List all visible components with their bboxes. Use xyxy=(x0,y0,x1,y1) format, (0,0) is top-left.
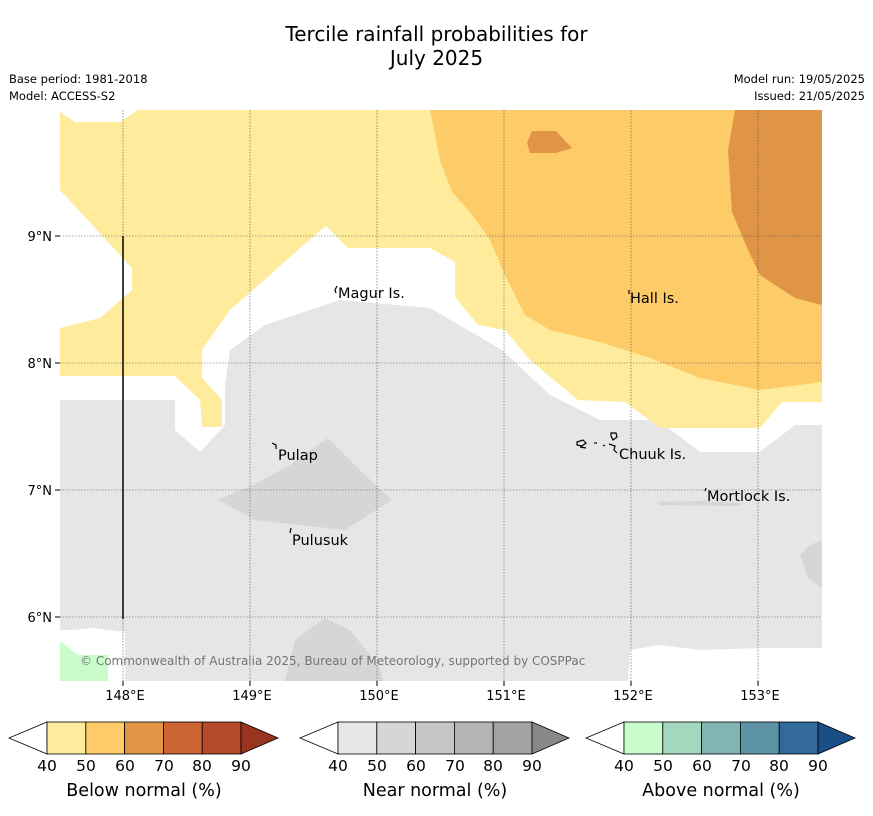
colorbar-swatch xyxy=(162,721,203,755)
lat-label-8n: 8°N xyxy=(28,357,53,372)
colorbar-tick: 90 xyxy=(808,757,828,775)
colorbar-near-swatches xyxy=(298,721,571,755)
above-normal-40-region xyxy=(60,641,108,681)
colorbar-swatch xyxy=(201,721,242,755)
place-label-pulusuk: Pulusuk xyxy=(292,533,349,549)
near-normal-50-patch-south xyxy=(285,618,383,681)
pulap-island-mark xyxy=(271,442,277,449)
colorbar-swatch xyxy=(623,721,664,755)
colorbar-below-ticks: 40 50 60 70 80 90 xyxy=(8,757,280,777)
colorbar-extend-high xyxy=(531,721,571,755)
meta-right: Model run: 19/05/2025 Issued: 21/05/2025 xyxy=(734,71,865,105)
colorbar-near-ticks: 40 50 60 70 80 90 xyxy=(299,757,571,777)
colorbar-tick: 60 xyxy=(115,757,135,775)
below-normal-50-region xyxy=(430,110,822,390)
lat-label-9n: 9°N xyxy=(28,230,53,245)
map-fills xyxy=(60,110,822,681)
colorbar-swatch xyxy=(739,721,780,755)
near-normal-50-patch-pulap xyxy=(218,438,392,530)
colorbar-above-label: Above normal (%) xyxy=(642,781,800,801)
model-name: Model: ACCESS-S2 xyxy=(9,89,116,103)
lat-label-7n: 7°N xyxy=(28,484,53,499)
lon-label-153: 153°E xyxy=(740,689,780,704)
lon-label-152: 152°E xyxy=(613,689,653,704)
below-normal-60-region xyxy=(728,110,822,305)
colorbar-extend-high xyxy=(817,721,857,755)
colorbar-swatch xyxy=(453,721,494,755)
colorbar-extend-low xyxy=(584,721,625,755)
colorbar-tick: 60 xyxy=(692,757,712,775)
colorbar-extend-low xyxy=(298,721,339,755)
colorbar-below-label: Below normal (%) xyxy=(66,781,222,801)
colorbar-near-normal: 40 50 60 70 80 90 Near normal (%) xyxy=(298,720,571,816)
no-signal-gap-bottom-right xyxy=(628,645,822,681)
copyright-note: © Commonwealth of Australia 2025, Bureau… xyxy=(80,654,585,668)
colorbar-tick: 80 xyxy=(192,757,212,775)
colorbar-swatch xyxy=(376,721,417,755)
place-label-pulap: Pulap xyxy=(278,448,318,464)
colorbar-tick: 60 xyxy=(406,757,426,775)
colorbar-tick: 40 xyxy=(328,757,348,775)
colorbar-below-swatches xyxy=(7,721,280,755)
colorbar-tick: 70 xyxy=(154,757,174,775)
near-normal-sliver xyxy=(656,501,745,506)
colorbar-tick: 40 xyxy=(37,757,57,775)
colorbar-tick: 40 xyxy=(614,757,634,775)
colorbar-near-label: Near normal (%) xyxy=(362,781,508,801)
magur-island-mark xyxy=(334,285,338,294)
place-label-magur: Magur Is. xyxy=(338,286,405,302)
colorbar-tick: 80 xyxy=(483,757,503,775)
colorbar-tick: 50 xyxy=(653,757,673,775)
pulusuk-island-mark xyxy=(289,527,292,534)
colorbar-swatch xyxy=(492,721,533,755)
issued-date: Issued: 21/05/2025 xyxy=(754,89,865,103)
colorbar-tick: 90 xyxy=(522,757,542,775)
colorbar-extend-high xyxy=(240,721,280,755)
colorbar-tick: 70 xyxy=(445,757,465,775)
colorbar-tick: 70 xyxy=(731,757,751,775)
no-signal-notch-top xyxy=(60,110,138,122)
colorbar-above-swatches xyxy=(584,721,857,755)
model-run: Model run: 19/05/2025 xyxy=(733,72,865,86)
below-normal-60-blob xyxy=(527,131,572,153)
mortlock-island-mark xyxy=(704,487,707,492)
colorbar-tick: 50 xyxy=(76,757,96,775)
colorbar-swatch xyxy=(46,721,87,755)
colorbar-swatch xyxy=(701,721,741,755)
near-normal-50-patch-east xyxy=(800,540,822,588)
colorbar-swatch xyxy=(85,721,126,755)
base-period: Base period: 1981-2018 xyxy=(9,72,148,86)
place-label-chuuk: Chuuk Is. xyxy=(619,447,686,463)
map-title: Tercile rainfall probabilities for July … xyxy=(0,22,873,70)
title-line-2: July 2025 xyxy=(389,46,484,70)
axis-ticks xyxy=(55,235,759,686)
colorbar-swatch xyxy=(337,721,378,755)
colorbar-swatch xyxy=(662,721,703,755)
lon-label-150: 150°E xyxy=(359,689,399,704)
lon-label-148: 148°E xyxy=(105,689,145,704)
colorbar-extend-low xyxy=(7,721,48,755)
colorbar-swatch xyxy=(778,721,819,755)
colorbar-swatch xyxy=(124,721,164,755)
colorbar-tick: 80 xyxy=(769,757,789,775)
forecast-map: 148°E 149°E 150°E 151°E 152°E 153°E 9°N … xyxy=(28,110,822,704)
place-label-hall: Hall Is. xyxy=(630,291,679,307)
chuuk-island-marks xyxy=(576,432,618,454)
meta-left: Base period: 1981-2018 Model: ACCESS-S2 xyxy=(9,71,148,105)
colorbar-swatch xyxy=(415,721,455,755)
place-label-mortlock: Mortlock Is. xyxy=(707,489,790,505)
lon-label-151: 151°E xyxy=(486,689,526,704)
colorbar-above-normal: 40 50 60 70 80 90 Above normal (%) xyxy=(584,720,857,816)
colorbar-tick: 90 xyxy=(231,757,251,775)
lat-label-6n: 6°N xyxy=(28,611,53,626)
colorbar-below-normal: 40 50 60 70 80 90 Below normal (%) xyxy=(7,720,280,816)
lon-label-149: 149°E xyxy=(232,689,272,704)
islands xyxy=(271,285,707,534)
graticule xyxy=(60,110,822,681)
colorbar-above-ticks: 40 50 60 70 80 90 xyxy=(585,757,857,777)
colorbar-tick: 50 xyxy=(367,757,387,775)
title-line-1: Tercile rainfall probabilities for xyxy=(285,22,588,46)
